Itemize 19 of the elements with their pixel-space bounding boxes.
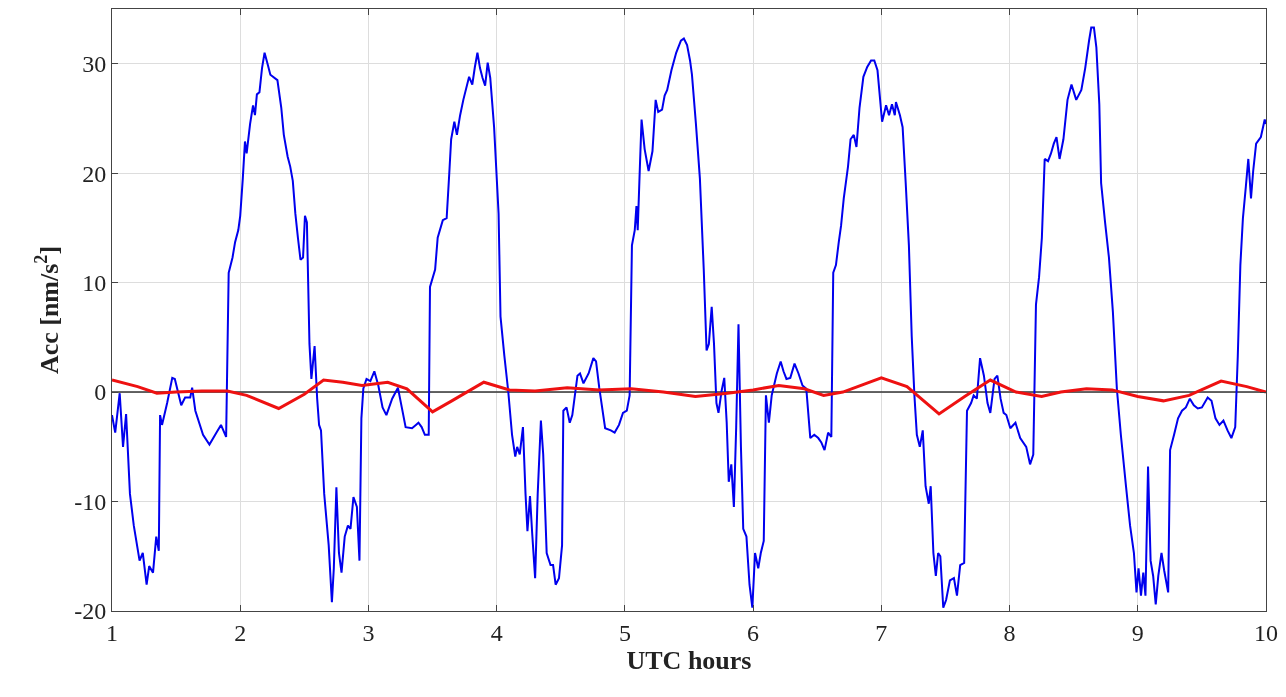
x-tick-label: 7 <box>875 619 888 646</box>
y-tick-label: 20 <box>82 160 107 187</box>
x-tick-label: 3 <box>362 619 375 646</box>
y-tick-label: 30 <box>82 51 107 78</box>
x-tick-label: 4 <box>490 619 503 646</box>
x-tick-label: 9 <box>1131 619 1144 646</box>
line-series <box>112 26 1266 609</box>
x-axis-title: UTC hours <box>626 646 752 676</box>
line-series <box>112 376 1266 416</box>
x-tick-label: 6 <box>747 619 760 646</box>
x-tick-label: 2 <box>234 619 247 646</box>
y-tick-label: 10 <box>82 270 107 297</box>
y-tick-label: -20 <box>74 598 107 625</box>
x-tick-label: 5 <box>618 619 631 646</box>
y-tick-label: -10 <box>74 488 107 515</box>
x-tick-label: 10 <box>1254 619 1278 646</box>
y-tick-label: 0 <box>94 379 107 406</box>
x-tick-label: 8 <box>1003 619 1016 646</box>
x-tick-label: 1 <box>106 619 118 646</box>
